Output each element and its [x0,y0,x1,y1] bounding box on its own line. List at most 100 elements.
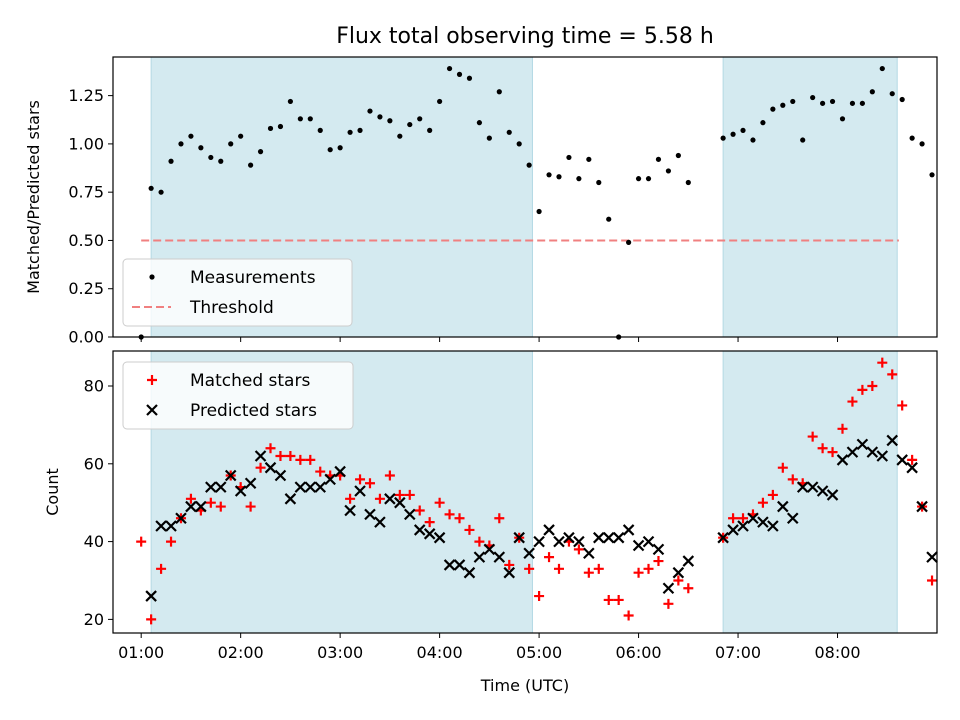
measurement-point [367,108,373,114]
predicted-star-point [304,481,317,493]
predicted-star-point [652,543,665,556]
matched-star-point [787,474,798,485]
measurement-point [720,135,726,141]
predicted-star-point [244,477,257,490]
predicted-star-point [717,531,729,544]
predicted-star-point [886,434,899,447]
predicted-star-point [254,450,267,462]
matched-star-point [827,447,838,458]
measurement-point [287,98,294,105]
predicted-star-point [473,551,486,563]
measurement-point [635,176,642,182]
chart-title: Flux total observing time = 5.58 h [336,24,714,49]
matched-star-point [817,443,828,454]
measurement-point [257,149,264,155]
matched-star-point [355,474,366,485]
x-tick-label: 05:00 [516,643,562,662]
predicted-star-point [513,531,525,544]
matched-star-point [633,567,644,578]
predicted-star-point [155,520,167,532]
legend-box [122,361,354,430]
measurement-point [267,125,274,132]
legend-box [122,258,353,327]
measurement-point [218,158,224,164]
matched-star-point [494,513,505,524]
matched-star-point [205,497,216,508]
x-tick-label: 06:00 [616,643,662,662]
predicted-star-point [443,559,456,571]
measurement-point [576,176,582,182]
top-panel: 0.00 0.25 0.50 0.75 1.00 1.25 Matched/Predicte… [24,56,938,347]
measurement-point [909,135,915,141]
predicted-star-point [433,531,446,544]
measurement-point [198,145,204,151]
predicted-star-point [896,454,908,466]
x-tick-label: 02:00 [218,643,264,662]
matched-star-point [285,451,296,462]
predicted-star-point [403,508,416,521]
legend-predicted-marker [146,404,158,416]
predicted-star-point [523,547,535,560]
measurement-point [730,131,736,137]
matched-star-point [593,563,604,574]
matched-star-point [524,563,535,574]
predicted-star-point [214,481,227,493]
measurement-point [178,141,184,147]
measurement-point [556,174,562,180]
predicted-star-point [394,496,406,509]
measurement-point [158,189,164,195]
x-tick-label: 04:00 [417,643,463,662]
measurement-point [238,133,244,139]
measurement-point [506,129,512,135]
measurement-point [437,98,443,105]
predicted-star-point [224,469,237,482]
matched-star-point [404,489,415,500]
predicted-star-point [786,512,799,525]
predicted-star-point [374,516,386,528]
measurement-point [248,162,254,168]
matched-star-point [927,575,938,586]
measurement-point [476,120,483,126]
shaded-interval [722,350,898,634]
predicted-star-point [642,535,655,548]
x-tick-label: 07:00 [715,643,761,662]
predicted-star-point [165,520,177,532]
matched-star-point [544,552,555,563]
top-axes-frame [112,56,938,338]
predicted-star-point [185,500,197,513]
matched-star-point [757,497,768,508]
measurement-point [208,154,214,161]
predicted-star-point [175,512,187,525]
measurement-point [889,91,895,97]
predicted-star-point [563,531,575,544]
measurement-point [456,71,463,77]
measurement-point [516,141,522,147]
predicted-star-point [632,539,645,552]
predicted-star-point [205,481,217,493]
measurement-point [277,123,284,130]
matched-star-point [305,454,316,465]
measurement-point [770,106,776,112]
predicted-star-point [757,516,769,528]
matched-star-point [738,513,749,524]
predicted-star-point [826,489,839,501]
predicted-star-point [195,500,207,513]
matched-star-point [613,594,624,605]
measurement-point [546,172,552,178]
legend-measurements-marker [149,274,155,280]
predicted-star-point [622,524,635,536]
predicted-star-point [906,461,918,474]
y-tick-label: 20 [84,610,104,629]
measurement-point [899,96,905,103]
matched-star-point [394,489,405,500]
legend-label: Threshold [189,298,274,318]
predicted-star-point [453,559,466,571]
measurement-point [839,116,846,122]
predicted-star-point [553,535,565,548]
measurement-point [427,127,433,133]
measurement-point [466,75,473,81]
measurement-point [606,216,612,222]
measurement-point [327,147,333,153]
measurement-point [596,179,602,186]
matched-star-point [847,396,858,407]
